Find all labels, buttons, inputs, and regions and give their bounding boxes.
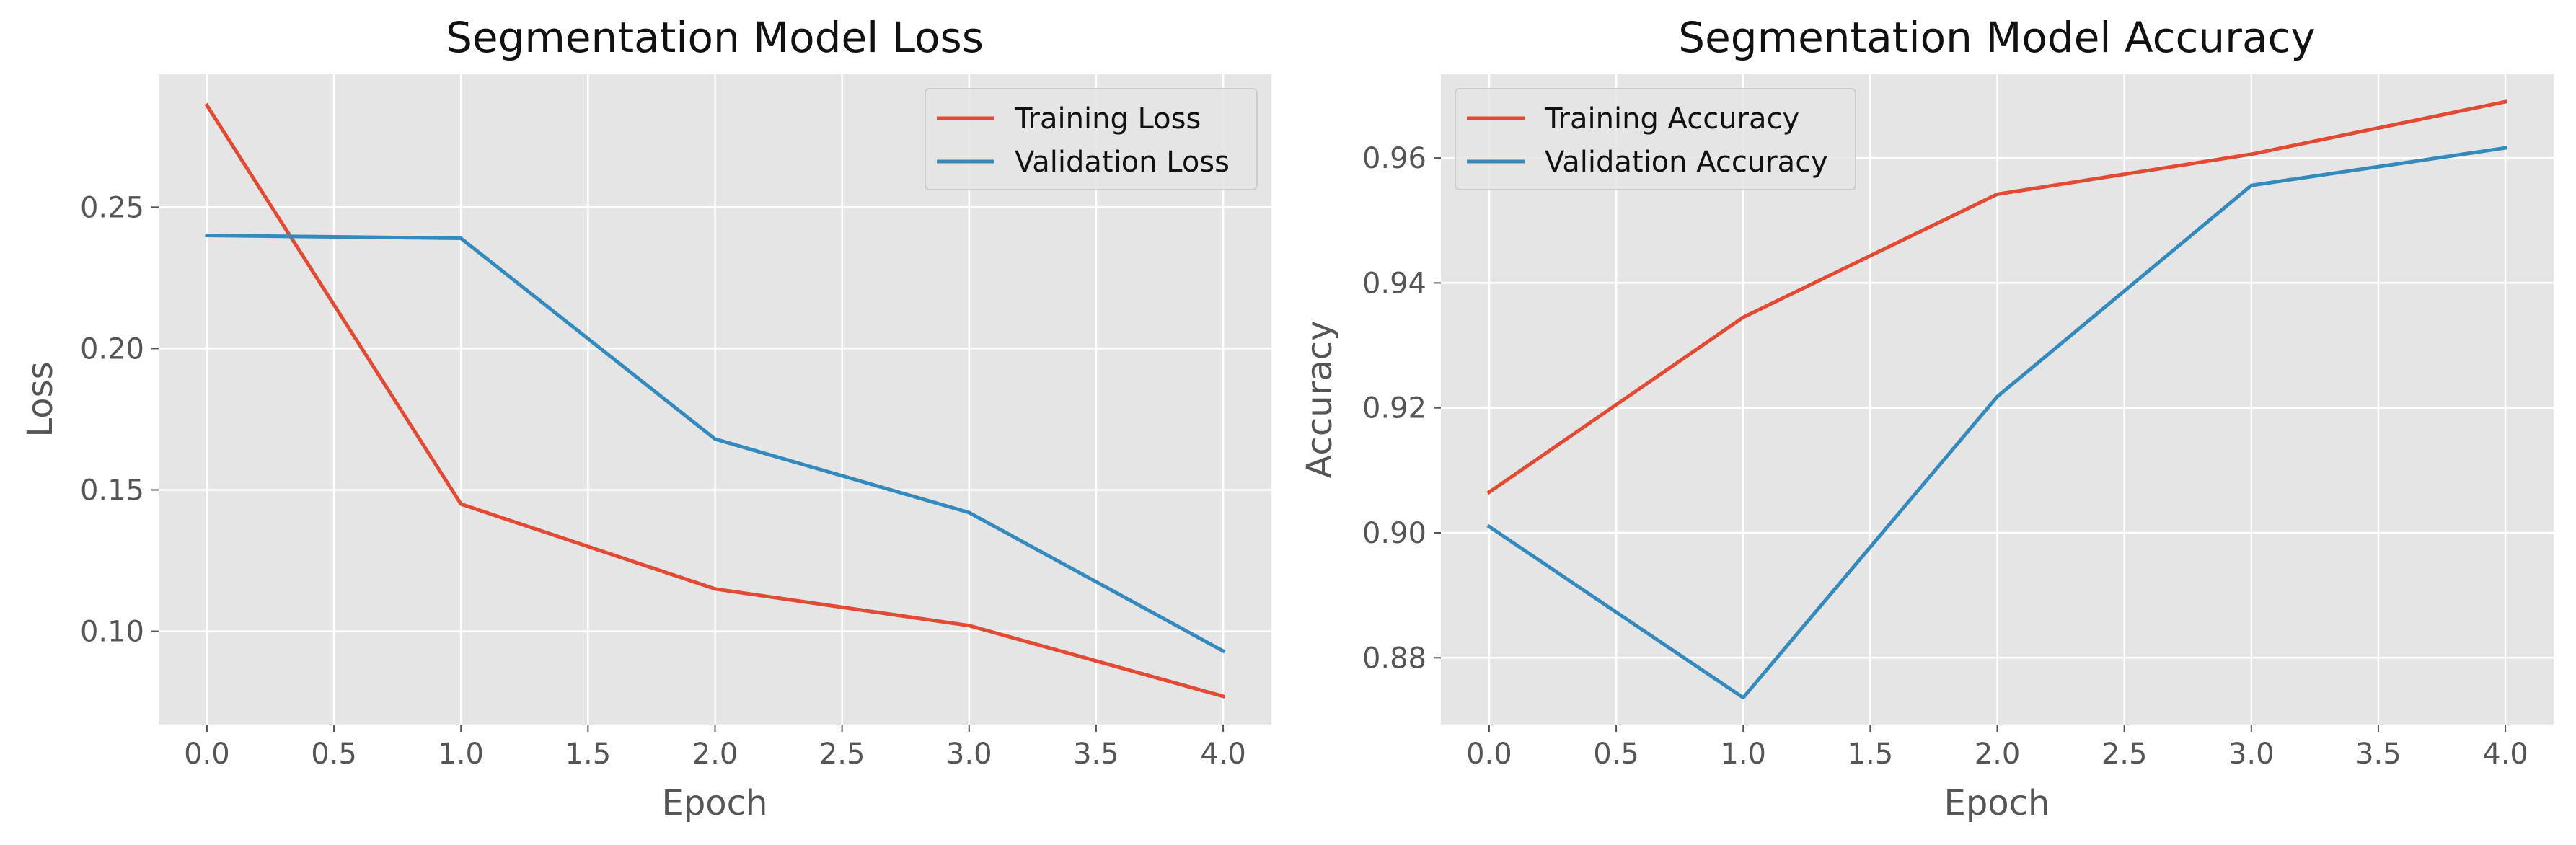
loss-y-ticks: 0.10 0.15 0.20 0.25 bbox=[80, 191, 159, 649]
accuracy-y-axis-label: Accuracy bbox=[1300, 320, 1340, 478]
loss-grid bbox=[159, 74, 1271, 725]
accuracy-x-tick-label: 4.0 bbox=[2482, 738, 2528, 771]
accuracy-x-tick-label: 0.5 bbox=[1593, 738, 1639, 771]
validation-loss-legend-label: Validation Loss bbox=[1015, 146, 1230, 179]
loss-x-tick-label: 3.5 bbox=[1073, 738, 1119, 771]
accuracy-x-tick-label: 3.5 bbox=[2355, 738, 2401, 771]
loss-x-tick-label: 0.5 bbox=[311, 738, 357, 771]
training-loss-legend-label: Training Loss bbox=[1014, 102, 1201, 136]
accuracy-x-tick-label: 3.0 bbox=[2228, 738, 2275, 771]
loss-x-ticks: 0.0 0.5 1.0 1.5 2.0 2.5 3.0 3.5 4.0 bbox=[184, 725, 1246, 771]
accuracy-y-tick-label: 0.94 bbox=[1362, 267, 1426, 300]
training-accuracy-legend-label: Training Accuracy bbox=[1544, 102, 1799, 136]
loss-chart: 0.0 0.5 1.0 1.5 2.0 2.5 3.0 3.5 4.0 0.10 0.15 0.20… bbox=[20, 13, 1271, 823]
loss-x-tick-label: 2.0 bbox=[692, 738, 738, 771]
accuracy-y-tick-label: 0.88 bbox=[1362, 642, 1426, 675]
loss-y-tick-label: 0.10 bbox=[80, 616, 144, 649]
loss-y-axis-label: Loss bbox=[20, 361, 61, 437]
accuracy-x-tick-label: 2.5 bbox=[2101, 738, 2148, 771]
loss-x-tick-label: 2.5 bbox=[819, 738, 865, 771]
validation-accuracy-legend-label: Validation Accuracy bbox=[1545, 146, 1828, 179]
loss-x-tick-label: 4.0 bbox=[1200, 738, 1246, 771]
loss-x-tick-label: 0.0 bbox=[184, 738, 230, 771]
accuracy-y-tick-label: 0.90 bbox=[1362, 517, 1426, 550]
loss-y-tick-label: 0.25 bbox=[80, 191, 144, 224]
accuracy-y-tick-label: 0.96 bbox=[1362, 142, 1426, 175]
accuracy-y-tick-label: 0.92 bbox=[1362, 392, 1426, 425]
accuracy-x-tick-label: 1.5 bbox=[1848, 738, 1894, 771]
loss-x-tick-label: 1.5 bbox=[565, 738, 612, 771]
loss-y-tick-label: 0.15 bbox=[80, 474, 144, 507]
accuracy-x-tick-label: 1.0 bbox=[1720, 738, 1766, 771]
loss-x-tick-label: 1.0 bbox=[438, 738, 484, 771]
loss-x-axis-label: Epoch bbox=[662, 783, 768, 823]
loss-chart-title: Segmentation Model Loss bbox=[446, 13, 984, 62]
accuracy-x-tick-label: 0.0 bbox=[1466, 738, 1512, 771]
accuracy-series-layer bbox=[1486, 99, 2508, 700]
loss-x-tick-label: 3.0 bbox=[946, 738, 992, 771]
loss-y-tick-label: 0.20 bbox=[80, 332, 144, 366]
accuracy-chart-title: Segmentation Model Accuracy bbox=[1678, 13, 2315, 62]
accuracy-y-ticks: 0.88 0.90 0.92 0.94 0.96 bbox=[1362, 142, 1441, 675]
loss-legend-box bbox=[925, 88, 1258, 190]
accuracy-x-axis-label: Epoch bbox=[1944, 783, 2050, 823]
accuracy-x-tick-label: 2.0 bbox=[1975, 738, 2021, 771]
loss-series-layer bbox=[204, 102, 1226, 699]
accuracy-chart: 0.0 0.5 1.0 1.5 2.0 2.5 3.0 3.5 4.0 0.88 0.90 0.92… bbox=[1300, 13, 2554, 823]
accuracy-x-ticks: 0.0 0.5 1.0 1.5 2.0 2.5 3.0 3.5 4.0 bbox=[1466, 725, 2528, 771]
loss-legend: Training Loss Validation Loss bbox=[925, 88, 1258, 190]
accuracy-legend: Training Accuracy Validation Accuracy bbox=[1455, 88, 1856, 190]
accuracy-legend-box bbox=[1455, 88, 1856, 190]
